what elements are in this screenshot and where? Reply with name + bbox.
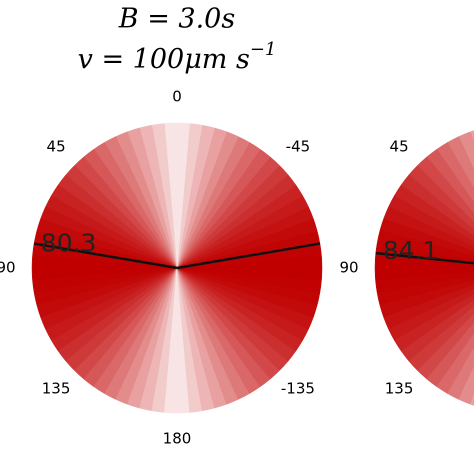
chart-subtitle: v = 100μm s−1: [78, 39, 277, 75]
angle-tick-label: 45: [390, 138, 409, 156]
angle-tick-label: 135: [42, 379, 71, 397]
angle-tick-label: 0: [172, 88, 182, 106]
angle-tick-label: 45: [47, 138, 66, 156]
angle-tick-label: 90: [339, 259, 358, 277]
angle-tick-label: 90: [0, 259, 16, 277]
direction-line: [176, 242, 321, 270]
wedge: [176, 122, 190, 269]
direction-line: [375, 251, 474, 265]
angle-tick-label: -45: [286, 138, 311, 156]
value-label: 80.3: [41, 229, 97, 258]
direction-line: [33, 242, 178, 270]
chart-title: B = 3.0s: [118, 4, 235, 35]
subtitle-exponent: −1: [250, 39, 277, 60]
wedge: [470, 393, 474, 406]
value-label: 84.1: [383, 236, 439, 265]
angle-tick-label: 180: [163, 430, 192, 448]
subtitle-text: v = 100μm s: [78, 44, 250, 75]
angle-tick-label: -135: [281, 379, 315, 397]
angle-tick-label: 135: [385, 379, 414, 397]
